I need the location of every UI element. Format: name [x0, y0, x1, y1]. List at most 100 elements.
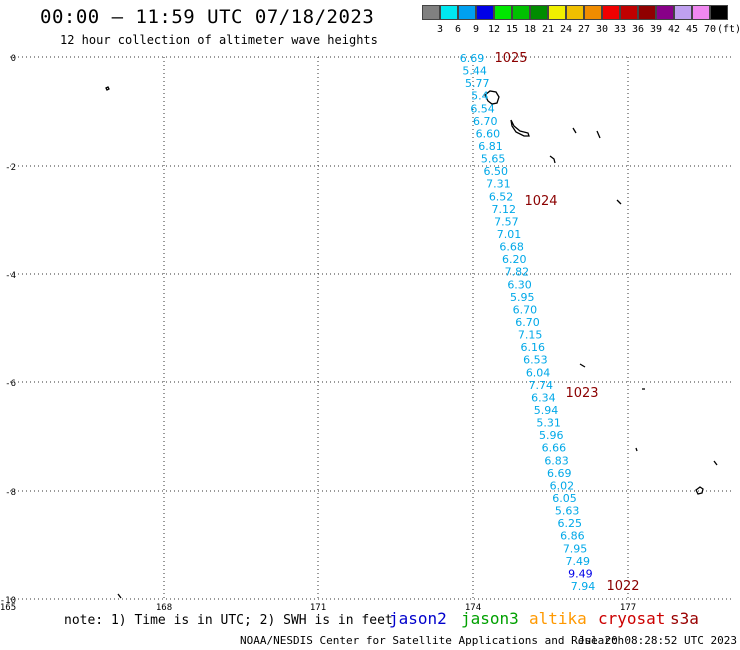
wave-height-label: 6.70	[473, 115, 498, 128]
wave-height-label: 5.77	[465, 77, 490, 90]
longitude-label: 168	[156, 603, 172, 613]
scale-swatch	[566, 5, 584, 20]
island-outline	[579, 363, 586, 368]
footer-note: note: 1) Time is in UTC; 2) SWH is in fe…	[64, 613, 393, 628]
scale-swatch	[494, 5, 512, 20]
pressure-label: 1022	[606, 579, 639, 594]
wave-height-label: 6.68	[499, 241, 524, 254]
wave-height-label: 6.86	[560, 530, 585, 543]
longitude-label: 165	[0, 603, 16, 613]
pressure-label: 1023	[565, 386, 598, 401]
scale-label: 33	[613, 24, 627, 35]
island-outline	[549, 155, 556, 164]
island-outline	[510, 119, 530, 137]
scale-swatch	[620, 5, 638, 20]
generated-timestamp: Jul 20 08:28:52 UTC 2023	[578, 634, 737, 647]
scale-label: 18	[523, 24, 537, 35]
wave-height-label: 6.83	[544, 454, 569, 467]
wave-height-label: 7.74	[528, 379, 553, 392]
scale-swatch	[584, 5, 602, 20]
latitude-label: -4	[5, 271, 16, 281]
island-outline	[484, 90, 500, 105]
wave-height-label: 7.15	[518, 329, 543, 342]
scale-swatch	[530, 5, 548, 20]
scale-label: 21	[541, 24, 555, 35]
wave-height-label: 6.50	[484, 165, 509, 178]
latitude-label: -10	[0, 596, 16, 606]
scale-swatch	[602, 5, 620, 20]
wave-height-label: 6.54	[470, 102, 495, 115]
wave-height-track: 6.695.445.775.46.546.706.606.815.656.507…	[460, 52, 596, 593]
island-outline	[695, 486, 704, 495]
island-outline	[616, 199, 622, 205]
pressure-label: 1024	[524, 194, 557, 209]
pressure-label: 1025	[494, 51, 527, 66]
scale-swatch	[692, 5, 710, 20]
wave-height-label: 5.44	[462, 65, 487, 78]
credit-line: NOAA/NESDIS Center for Satellite Applica…	[240, 634, 625, 647]
scale-label: 39	[649, 24, 663, 35]
island-outline	[596, 130, 601, 139]
wave-height-label: 6.20	[502, 253, 527, 266]
map-title: 00:00 – 11:59 UTC 07/18/2023	[40, 6, 375, 28]
scale-label: 9	[472, 24, 480, 35]
wave-height-label: 5.31	[536, 417, 561, 430]
scale-swatch	[638, 5, 656, 20]
scale-label: 27	[577, 24, 591, 35]
wave-height-label: 6.60	[476, 127, 501, 140]
island-outline	[105, 86, 110, 91]
pressure-labels: 1025 1024 1023 1022	[494, 51, 639, 594]
latitude-label: -2	[5, 163, 16, 173]
map-subtitle: 12 hour collection of altimeter wave hei…	[60, 33, 378, 47]
scale-label: 30	[595, 24, 609, 35]
wave-height-label: 6.69	[547, 467, 572, 480]
wave-height-label: 7.95	[563, 542, 588, 555]
wave-height-label: 6.66	[542, 442, 567, 455]
latitude-label: 0	[11, 54, 16, 64]
scale-swatch	[656, 5, 674, 20]
wave-height-label: 7.49	[565, 555, 590, 568]
wave-height-label: 7.82	[505, 266, 530, 279]
wave-height-label: 7.94	[571, 580, 596, 593]
wave-height-label: 6.30	[507, 278, 532, 291]
wave-height-label: 7.12	[491, 203, 516, 216]
scale-label: 15	[505, 24, 519, 35]
scale-swatch	[458, 5, 476, 20]
longitude-label: 174	[465, 603, 481, 613]
island-outline	[713, 460, 718, 466]
wave-height-label: 6.05	[552, 492, 577, 505]
island-outline	[572, 127, 577, 134]
wave-height-label: 5.94	[534, 404, 559, 417]
wave-height-label: 6.70	[515, 316, 540, 329]
scale-label: 36	[631, 24, 645, 35]
scale-label: 24	[559, 24, 573, 35]
satellite-legend-altika: altika	[529, 609, 587, 628]
wave-height-label: 6.04	[526, 366, 551, 379]
wave-height-label: 6.53	[523, 354, 548, 367]
island-outline	[635, 447, 638, 452]
wave-height-label: 6.52	[489, 190, 514, 203]
wave-height-label: 5.65	[481, 153, 506, 166]
latitude-label: -6	[5, 379, 16, 389]
scale-swatch	[674, 5, 692, 20]
scale-unit-label: (ft)	[716, 24, 740, 35]
wave-height-label: 6.81	[478, 140, 503, 153]
scale-label: 12	[487, 24, 501, 35]
scale-swatch	[512, 5, 530, 20]
scale-swatch	[548, 5, 566, 20]
wave-height-label: 6.02	[550, 479, 575, 492]
satellite-legend-jason3: jason3	[461, 609, 519, 628]
wave-height-label: 6.69	[460, 52, 485, 65]
wave-height-label: 6.16	[521, 341, 546, 354]
wave-height-label: 7.31	[486, 178, 511, 191]
wave-height-label: 6.70	[513, 303, 538, 316]
satellite-legend-cryosat: cryosat	[598, 609, 666, 628]
wave-height-label: 5.96	[539, 429, 564, 442]
scale-label: 45	[685, 24, 699, 35]
scale-label: 6	[454, 24, 462, 35]
scale-swatch	[422, 5, 440, 20]
wave-height-label: 6.25	[558, 517, 583, 530]
scale-label: 42	[667, 24, 681, 35]
